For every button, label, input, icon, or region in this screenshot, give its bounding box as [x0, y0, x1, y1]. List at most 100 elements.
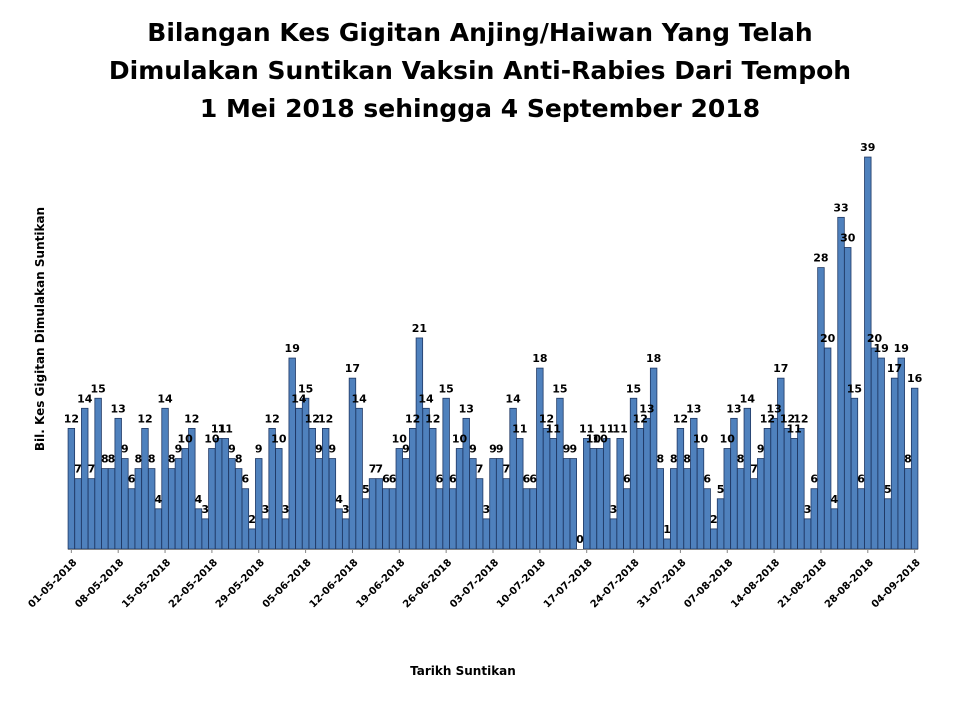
- data-label: 3: [201, 503, 209, 516]
- data-label: 2: [248, 513, 256, 526]
- x-tick-label: 04-09-2018: [870, 557, 923, 610]
- title-line-2: Dimulakan Suntikan Vaksin Anti-Rabies Da…: [108, 56, 852, 85]
- data-label: 9: [563, 443, 571, 456]
- bar: [435, 488, 444, 550]
- bar: [101, 468, 109, 550]
- data-label: 9: [569, 443, 577, 456]
- data-label: 12: [137, 412, 152, 425]
- bar: [261, 518, 270, 550]
- x-tick-label: 08-05-2018: [73, 557, 126, 610]
- bar: [141, 427, 149, 550]
- data-label: 17: [345, 362, 360, 375]
- data-label: 13: [639, 402, 654, 415]
- bar: [536, 367, 544, 550]
- bar: [810, 488, 818, 550]
- bar: [589, 448, 598, 550]
- data-label: 12: [305, 412, 320, 425]
- bar: [188, 427, 196, 550]
- data-label: 8: [683, 453, 691, 466]
- x-tick-label: 29-05-2018: [214, 557, 267, 610]
- x-tick-label: 12-06-2018: [308, 557, 361, 610]
- bar: [823, 347, 832, 550]
- x-tick-label: 05-06-2018: [261, 557, 314, 610]
- bar: [281, 518, 290, 550]
- data-label: 12: [405, 412, 420, 425]
- bar: [181, 448, 189, 550]
- bar: [676, 427, 685, 550]
- bar: [275, 448, 283, 550]
- x-tick-label: 15-05-2018: [120, 557, 173, 610]
- bar: [114, 417, 122, 550]
- bar: [663, 538, 671, 550]
- x-tick-label: 10-07-2018: [495, 557, 548, 610]
- data-label: 6: [703, 473, 711, 486]
- data-label: 14: [351, 392, 367, 405]
- bar: [415, 337, 424, 550]
- data-label: 17: [887, 362, 902, 375]
- data-label: 11: [512, 422, 527, 435]
- data-label: 3: [342, 503, 350, 516]
- data-label: 9: [469, 443, 477, 456]
- x-tick-label: 17-07-2018: [542, 557, 595, 610]
- data-label: 13: [726, 402, 741, 415]
- data-label: 14: [157, 392, 173, 405]
- x-axis-label: Tarikh Suntikan: [410, 664, 516, 678]
- bar: [214, 438, 223, 550]
- data-label: 9: [329, 443, 337, 456]
- bar: [696, 448, 705, 550]
- data-label: 5: [884, 483, 892, 496]
- data-label: 10: [392, 433, 408, 446]
- data-label: 10: [586, 433, 602, 446]
- data-label: 10: [720, 433, 736, 446]
- bar: [683, 468, 691, 550]
- bar: [402, 458, 410, 550]
- bar: [609, 518, 618, 550]
- data-label: 4: [155, 493, 163, 506]
- data-label: 4: [195, 493, 203, 506]
- bar: [770, 417, 778, 550]
- bar: [910, 387, 919, 550]
- data-label: 9: [496, 443, 504, 456]
- data-label: 3: [482, 503, 490, 516]
- data-label: 8: [101, 453, 109, 466]
- data-label: 6: [382, 473, 390, 486]
- bar: [790, 438, 798, 550]
- bar: [455, 448, 464, 550]
- bar: [783, 427, 792, 550]
- bar: [723, 448, 731, 550]
- data-label: 8: [134, 453, 142, 466]
- x-tick-label: 19-06-2018: [354, 557, 407, 610]
- data-label: 5: [717, 483, 725, 496]
- data-label: 15: [847, 382, 862, 395]
- data-label: 3: [610, 503, 618, 516]
- data-label: 14: [291, 392, 307, 405]
- bar: [67, 427, 76, 550]
- data-label: 9: [315, 443, 323, 456]
- data-label: 4: [831, 493, 839, 506]
- data-label: 8: [235, 453, 243, 466]
- data-label: 18: [532, 352, 547, 365]
- data-label: 12: [64, 412, 79, 425]
- data-label: 11: [218, 422, 233, 435]
- bar: [382, 488, 390, 550]
- bar: [864, 156, 872, 550]
- data-label: 12: [760, 412, 775, 425]
- data-label: 8: [168, 453, 176, 466]
- data-label: 0: [576, 533, 584, 546]
- x-tick-label: 22-05-2018: [167, 557, 220, 610]
- bar: [208, 448, 216, 550]
- data-label: 11: [579, 422, 594, 435]
- bar: [596, 448, 604, 550]
- data-label: 16: [907, 372, 923, 385]
- chart-title: Bilangan Kes Gigitan Anjing/Haiwan Yang …: [0, 14, 960, 128]
- x-tick-label: 28-08-2018: [823, 557, 876, 610]
- data-label: 15: [438, 382, 453, 395]
- bar: [295, 407, 303, 550]
- bar: [87, 478, 96, 550]
- bar: [516, 438, 524, 550]
- data-label: 12: [780, 412, 795, 425]
- bar: [656, 468, 664, 550]
- data-label: 9: [175, 443, 183, 456]
- data-label: 3: [262, 503, 270, 516]
